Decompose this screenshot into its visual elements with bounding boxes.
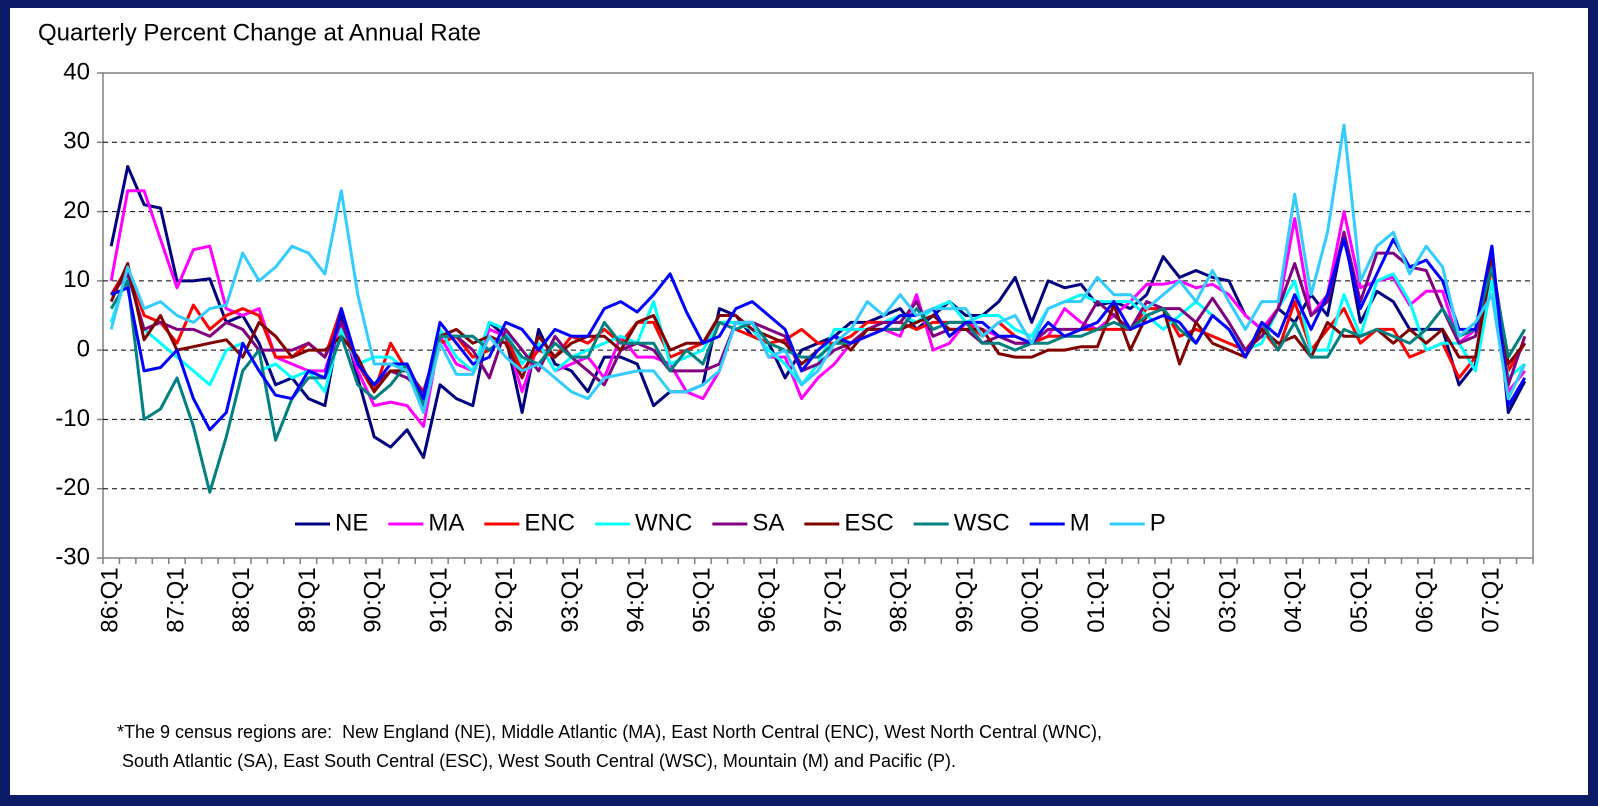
y-tick-label: -30 <box>55 543 90 570</box>
legend-label: ESC <box>844 509 893 536</box>
x-tick-label: 91:Q1 <box>425 567 452 632</box>
panel <box>10 8 1588 795</box>
y-tick-label: 10 <box>63 266 90 293</box>
y-tick-label: -20 <box>55 474 90 501</box>
y-tick-label: 0 <box>77 335 90 362</box>
legend-label: NE <box>335 509 368 536</box>
y-tick-label: -10 <box>55 405 90 432</box>
x-tick-label: 05:Q1 <box>1346 567 1373 632</box>
plot-area <box>102 72 1534 559</box>
legend-label: ENC <box>524 509 575 536</box>
legend-label: P <box>1150 509 1166 536</box>
x-tick-label: 92:Q1 <box>491 567 518 632</box>
x-tick-label: 90:Q1 <box>360 567 387 632</box>
x-tick-label: 89:Q1 <box>294 567 321 632</box>
x-tick-label: 04:Q1 <box>1280 567 1307 632</box>
x-tick-label: 96:Q1 <box>754 567 781 632</box>
y-tick-label: 40 <box>63 58 90 85</box>
legend-label: M <box>1070 509 1090 536</box>
chart-title: Quarterly Percent Change at Annual Rate <box>38 19 481 46</box>
x-tick-label: 87:Q1 <box>162 567 189 632</box>
x-tick-label: 99:Q1 <box>951 567 978 632</box>
y-tick-label: 20 <box>63 197 90 224</box>
legend-label: SA <box>752 509 784 536</box>
x-tick-label: 01:Q1 <box>1083 567 1110 632</box>
series-line <box>109 265 1527 494</box>
x-tick-label: 00:Q1 <box>1017 567 1044 632</box>
x-tick-label: 88:Q1 <box>228 567 255 632</box>
footnote: *The 9 census regions are: New England (… <box>117 722 1102 742</box>
legend-label: WNC <box>635 509 692 536</box>
x-tick-label: 02:Q1 <box>1149 567 1176 632</box>
x-tick-label: 95:Q1 <box>688 567 715 632</box>
x-tick-label: 06:Q1 <box>1412 567 1439 632</box>
series-line <box>110 230 1527 394</box>
legend-label: WSC <box>954 509 1010 536</box>
series-line <box>109 123 1527 414</box>
x-tick-label: 93:Q1 <box>557 567 584 632</box>
x-tick-label: 98:Q1 <box>886 567 913 632</box>
x-tick-label: 86:Q1 <box>97 567 124 632</box>
x-tick-label: 94:Q1 <box>623 567 650 632</box>
footnote: South Atlantic (SA), East South Central … <box>117 751 956 771</box>
legend-label: MA <box>428 509 464 536</box>
y-tick-label: 30 <box>63 128 90 155</box>
x-tick-label: 07:Q1 <box>1477 567 1504 632</box>
series-line <box>110 237 1527 432</box>
x-tick-label: 97:Q1 <box>820 567 847 632</box>
x-tick-label: 03:Q1 <box>1214 567 1241 632</box>
